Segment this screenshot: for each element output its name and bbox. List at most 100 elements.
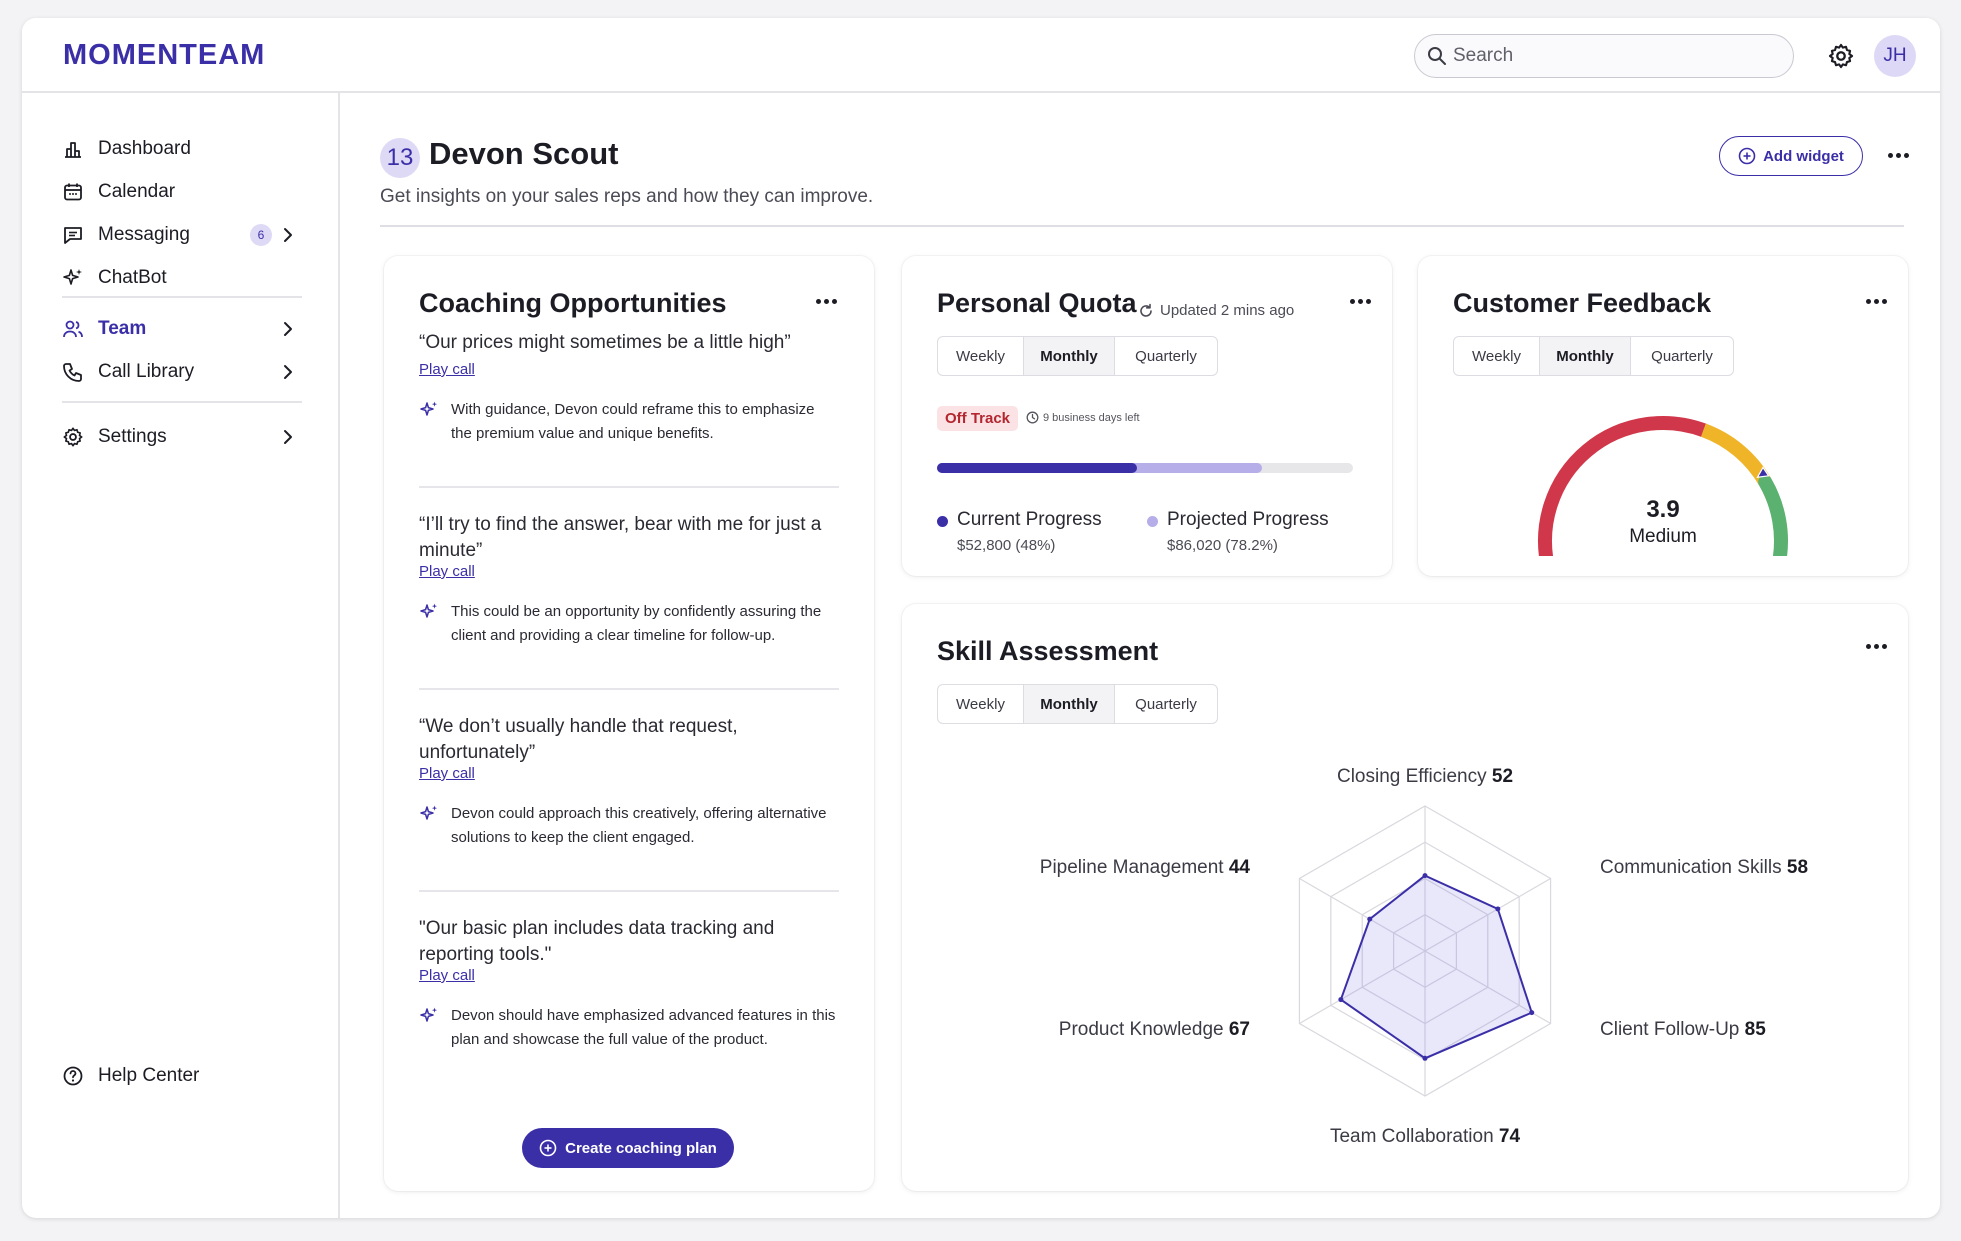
- radar-category-value: 52: [1491, 766, 1514, 787]
- radar-category-label: Closing Efficiency 52: [1275, 766, 1575, 788]
- tab-monthly[interactable]: Monthly: [1024, 337, 1115, 375]
- page-subtitle: Get insights on your sales reps and how …: [380, 186, 874, 207]
- coaching-quote: “I’ll try to find the answer, bear with …: [419, 514, 822, 561]
- feedback-rating: Medium: [1629, 526, 1697, 547]
- play-call-link[interactable]: Play call: [419, 361, 475, 378]
- message-icon: [64, 227, 82, 244]
- sidebar: Dashboard Calendar Messaging 6 ChatBot T…: [22, 93, 340, 1218]
- sidebar-item-label: Messaging: [98, 224, 190, 245]
- sidebar-divider: [62, 296, 302, 298]
- gauge-mid-segment: [1700, 423, 1772, 486]
- search-input[interactable]: [1453, 45, 1773, 67]
- sidebar-item-chatbot[interactable]: ChatBot: [62, 260, 302, 296]
- days-left-text: 9 business days left: [1043, 411, 1140, 424]
- days-left: 9 business days left: [1026, 411, 1140, 424]
- create-coaching-plan-button[interactable]: Create coaching plan: [522, 1128, 734, 1168]
- sidebar-item-calendar[interactable]: Calendar: [62, 174, 302, 210]
- coaching-more-menu-icon[interactable]: [815, 299, 839, 307]
- radar-data-point: [1422, 1055, 1428, 1061]
- radar-axis-line: [1299, 877, 1426, 952]
- gauge-high-segment: [1758, 475, 1788, 556]
- radar-category-name: Team Collaboration: [1329, 1126, 1499, 1147]
- tab-weekly[interactable]: Weekly: [1454, 337, 1540, 375]
- sidebar-item-label: Dashboard: [98, 138, 191, 159]
- tab-weekly[interactable]: Weekly: [938, 337, 1024, 375]
- sparkle-icon: [420, 603, 438, 618]
- chevron-right-icon: [284, 228, 292, 242]
- quota-more-menu-icon[interactable]: [1349, 299, 1373, 307]
- sparkle-icon: [420, 401, 438, 416]
- radar-category-value: 67: [1228, 1018, 1250, 1040]
- play-call-link[interactable]: Play call: [419, 563, 475, 580]
- projected-progress-value: $86,020 (78.2%): [1167, 537, 1278, 554]
- radar-axis-line: [1299, 950, 1426, 1025]
- sidebar-item-messaging[interactable]: Messaging 6: [62, 217, 302, 253]
- play-call-link[interactable]: Play call: [419, 765, 475, 782]
- page-divider: [380, 225, 1904, 227]
- tab-quarterly[interactable]: Quarterly: [1135, 695, 1197, 713]
- skill-title: Skill Assessment: [937, 636, 1159, 666]
- chevron-right-icon: [284, 365, 292, 379]
- sparkle-icon: [63, 269, 82, 285]
- radar-category-label: Client Follow-Up 85: [1600, 1019, 1766, 1041]
- radar-data-point: [1367, 916, 1373, 922]
- current-legend-dot: [937, 516, 948, 527]
- play-call-link[interactable]: Play call: [419, 967, 475, 984]
- coaching-tip: With guidance, Devon could reframe this …: [419, 398, 839, 446]
- sidebar-item-help-center[interactable]: Help Center: [62, 1058, 302, 1094]
- search-box[interactable]: [1414, 34, 1794, 78]
- radar-data-point: [1422, 873, 1428, 879]
- feedback-card: Customer Feedback Weekly Monthly Quarter…: [1418, 256, 1908, 576]
- app-logo[interactable]: MOMENTEAM: [63, 39, 266, 71]
- user-avatar[interactable]: JH: [1874, 35, 1916, 77]
- quota-period-tabs: Weekly Monthly Quarterly: [937, 336, 1218, 376]
- coaching-tip-text: Devon could approach this creatively, of…: [451, 805, 827, 846]
- tab-quarterly[interactable]: Quarterly: [1135, 347, 1197, 365]
- feedback-period-tabs: Weekly Monthly Quarterly: [1453, 336, 1734, 376]
- skill-more-menu-icon[interactable]: [1865, 644, 1889, 652]
- feedback-gauge: [1538, 416, 1788, 556]
- add-widget-button[interactable]: Add widget: [1719, 136, 1863, 176]
- radar-axis-line: [1424, 877, 1551, 952]
- radar-category-value: 85: [1744, 1018, 1766, 1040]
- sidebar-item-team[interactable]: Team: [62, 311, 302, 347]
- radar-category-value: 74: [1498, 1126, 1521, 1147]
- users-icon: [63, 320, 83, 338]
- plus-circle-icon: [539, 1139, 557, 1157]
- sidebar-item-label: Team: [98, 318, 147, 339]
- tab-quarterly[interactable]: Quarterly: [1651, 347, 1713, 365]
- feedback-title: Customer Feedback: [1453, 288, 1712, 318]
- coaching-tip: This could be an opportunity by confiden…: [419, 600, 839, 648]
- tab-monthly[interactable]: Monthly: [1540, 337, 1631, 375]
- calendar-icon: [64, 183, 82, 201]
- sparkle-icon: [420, 1007, 438, 1022]
- quota-updated: Updated 2 mins ago: [1138, 302, 1294, 319]
- radar-category-label: Team Collaboration 74: [1275, 1126, 1575, 1148]
- sidebar-item-settings[interactable]: Settings: [62, 419, 302, 455]
- refresh-icon: [1140, 303, 1152, 317]
- projected-progress-label: Projected Progress: [1167, 509, 1329, 530]
- help-circle-icon: [63, 1066, 83, 1086]
- radar-category-label: Product Knowledge 67: [950, 1019, 1250, 1041]
- current-progress-label: Current Progress: [957, 509, 1102, 530]
- radar-category-name: Communication Skills: [1600, 856, 1787, 878]
- sidebar-item-call-library[interactable]: Call Library: [62, 354, 302, 390]
- coaching-quote: “We don’t usually handle that request, u…: [419, 716, 738, 763]
- coaching-tip: Devon could approach this creatively, of…: [419, 802, 839, 850]
- tab-weekly[interactable]: Weekly: [938, 685, 1024, 723]
- feedback-score: 3.9: [1646, 496, 1680, 523]
- coaching-card: Coaching Opportunities “Our prices might…: [384, 256, 874, 1191]
- phone-icon: [63, 363, 82, 382]
- coaching-tip-text: Devon should have emphasized advanced fe…: [451, 1007, 836, 1048]
- quota-progress-track: [937, 463, 1353, 473]
- radar-category-name: Closing Efficiency: [1336, 766, 1492, 787]
- sidebar-item-dashboard[interactable]: Dashboard: [62, 131, 302, 167]
- clock-icon: [1026, 411, 1039, 424]
- coaching-tip-text: With guidance, Devon could reframe this …: [451, 401, 815, 442]
- page-more-menu-icon[interactable]: [1887, 153, 1911, 161]
- rep-rank-badge: 13: [380, 138, 420, 178]
- tab-monthly[interactable]: Monthly: [1024, 685, 1115, 723]
- feedback-more-menu-icon[interactable]: [1865, 299, 1889, 307]
- coaching-divider: [419, 486, 839, 488]
- settings-gear-icon[interactable]: [1827, 42, 1855, 70]
